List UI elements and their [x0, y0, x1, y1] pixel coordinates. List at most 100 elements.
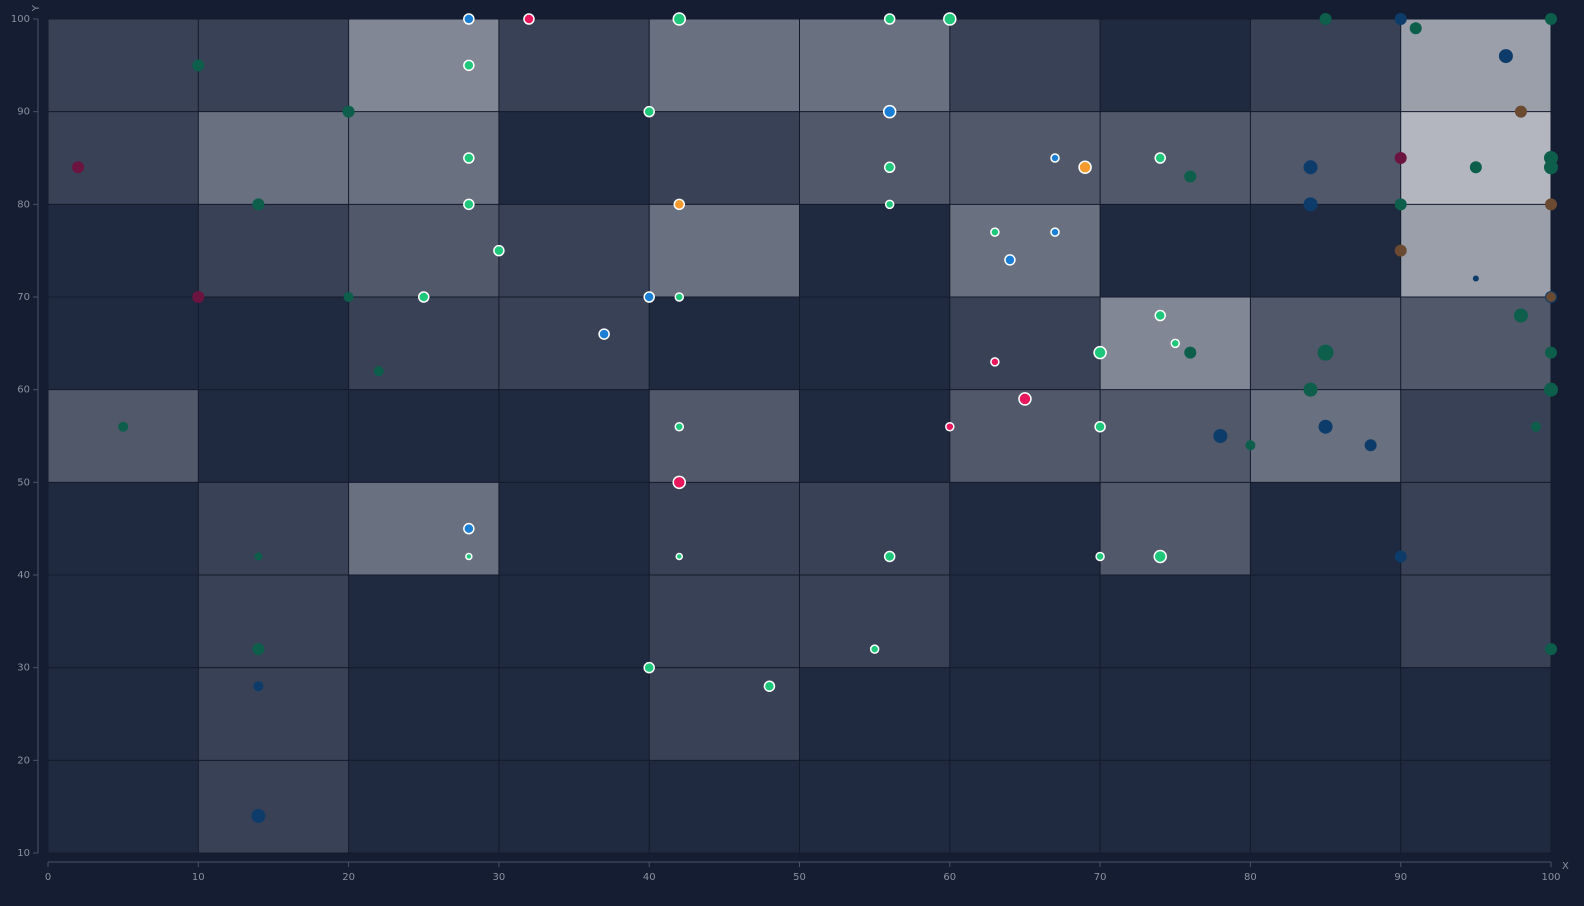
- y-tick-label: 50: [17, 477, 30, 488]
- heat-cell: [649, 760, 800, 853]
- point: [883, 13, 896, 25]
- y-tick-label: 60: [17, 385, 30, 396]
- point: [1498, 49, 1513, 64]
- point: [945, 421, 955, 432]
- x-tick-label: 80: [1244, 872, 1257, 883]
- point: [192, 291, 205, 303]
- heat-cell: [649, 575, 800, 668]
- heat-cell: [949, 575, 1101, 668]
- heat-cell: [649, 389, 800, 483]
- heat-cell: [949, 482, 1101, 575]
- point: [1469, 161, 1482, 174]
- x-tick-label: 40: [643, 872, 656, 883]
- heat-cell: [1400, 389, 1551, 483]
- y-tick-label: 40: [17, 570, 30, 581]
- heat-cell: [198, 111, 349, 205]
- x-tick-label: 50: [793, 872, 806, 883]
- point: [883, 550, 896, 563]
- heat-cell: [48, 482, 199, 575]
- heat-cell: [799, 204, 950, 297]
- point: [1545, 13, 1557, 25]
- x-tick-label: 70: [1094, 872, 1107, 883]
- heat-cell: [348, 111, 499, 205]
- point: [1318, 419, 1333, 434]
- heat-cell: [48, 204, 199, 297]
- heat-cell: [498, 111, 650, 205]
- point: [252, 198, 265, 211]
- point: [192, 59, 205, 72]
- point: [643, 661, 655, 674]
- point: [1004, 254, 1016, 266]
- point: [1394, 198, 1407, 211]
- heat-cell: [949, 19, 1101, 112]
- heat-cell: [1250, 19, 1401, 112]
- point: [884, 199, 895, 210]
- y-tick-label: 70: [17, 292, 30, 303]
- point: [1546, 292, 1556, 302]
- point: [1545, 643, 1557, 656]
- heat-cell: [1400, 297, 1551, 390]
- heat-cell: [498, 575, 650, 668]
- heat-cell: [348, 204, 499, 297]
- heat-cell: [1250, 111, 1401, 205]
- y-tick-label: 100: [11, 14, 30, 25]
- y-tick-label: 90: [17, 107, 30, 118]
- point: [463, 198, 475, 211]
- heat-cell: [1400, 575, 1551, 668]
- point: [523, 13, 535, 25]
- heat-cell: [1400, 760, 1551, 853]
- heat-cell: [498, 482, 650, 575]
- point: [1394, 152, 1407, 164]
- heat-cell: [48, 389, 199, 483]
- heat-cell: [649, 204, 800, 297]
- point: [465, 552, 473, 561]
- x-axis-label: X: [1562, 861, 1569, 872]
- point: [1545, 346, 1557, 359]
- point: [673, 198, 686, 211]
- point: [1544, 160, 1558, 175]
- point: [763, 680, 776, 692]
- y-axis-label: Y: [31, 4, 42, 12]
- heat-cell: [348, 482, 499, 575]
- point: [1245, 440, 1256, 451]
- point: [1303, 382, 1318, 397]
- point: [1513, 308, 1528, 323]
- heat-cell: [198, 19, 349, 112]
- point: [1544, 382, 1558, 397]
- point: [869, 644, 880, 654]
- point: [1050, 227, 1060, 237]
- point: [343, 292, 354, 302]
- x-tick-label: 60: [943, 872, 956, 883]
- y-tick-label: 10: [17, 848, 30, 859]
- heat-cell: [348, 667, 499, 761]
- heat-cell: [649, 19, 800, 112]
- point: [1154, 152, 1166, 164]
- heat-cell: [1100, 482, 1251, 575]
- heat-cell: [1250, 389, 1401, 483]
- point: [943, 12, 957, 26]
- heat-cell: [48, 760, 199, 853]
- point: [373, 366, 384, 377]
- heat-cell: [1250, 297, 1401, 390]
- heat-cell: [1100, 760, 1251, 853]
- heat-cell: [198, 667, 349, 761]
- point: [1319, 13, 1332, 25]
- heat-cell: [1400, 19, 1551, 112]
- heat-cell: [1250, 575, 1401, 668]
- heat-cell: [198, 297, 349, 390]
- heat-cell: [48, 667, 199, 761]
- point: [463, 152, 475, 164]
- heat-cell: [1250, 482, 1401, 575]
- heat-cell: [198, 575, 349, 668]
- point: [1394, 244, 1407, 257]
- point: [1303, 160, 1318, 175]
- heat-cell: [48, 575, 199, 668]
- point: [118, 421, 129, 432]
- point: [252, 643, 265, 656]
- point: [1170, 338, 1180, 349]
- heat-cell: [348, 575, 499, 668]
- point: [1364, 439, 1377, 452]
- heat-cell: [799, 667, 950, 761]
- heat-cell: [1100, 19, 1251, 112]
- heat-cell: [498, 389, 650, 483]
